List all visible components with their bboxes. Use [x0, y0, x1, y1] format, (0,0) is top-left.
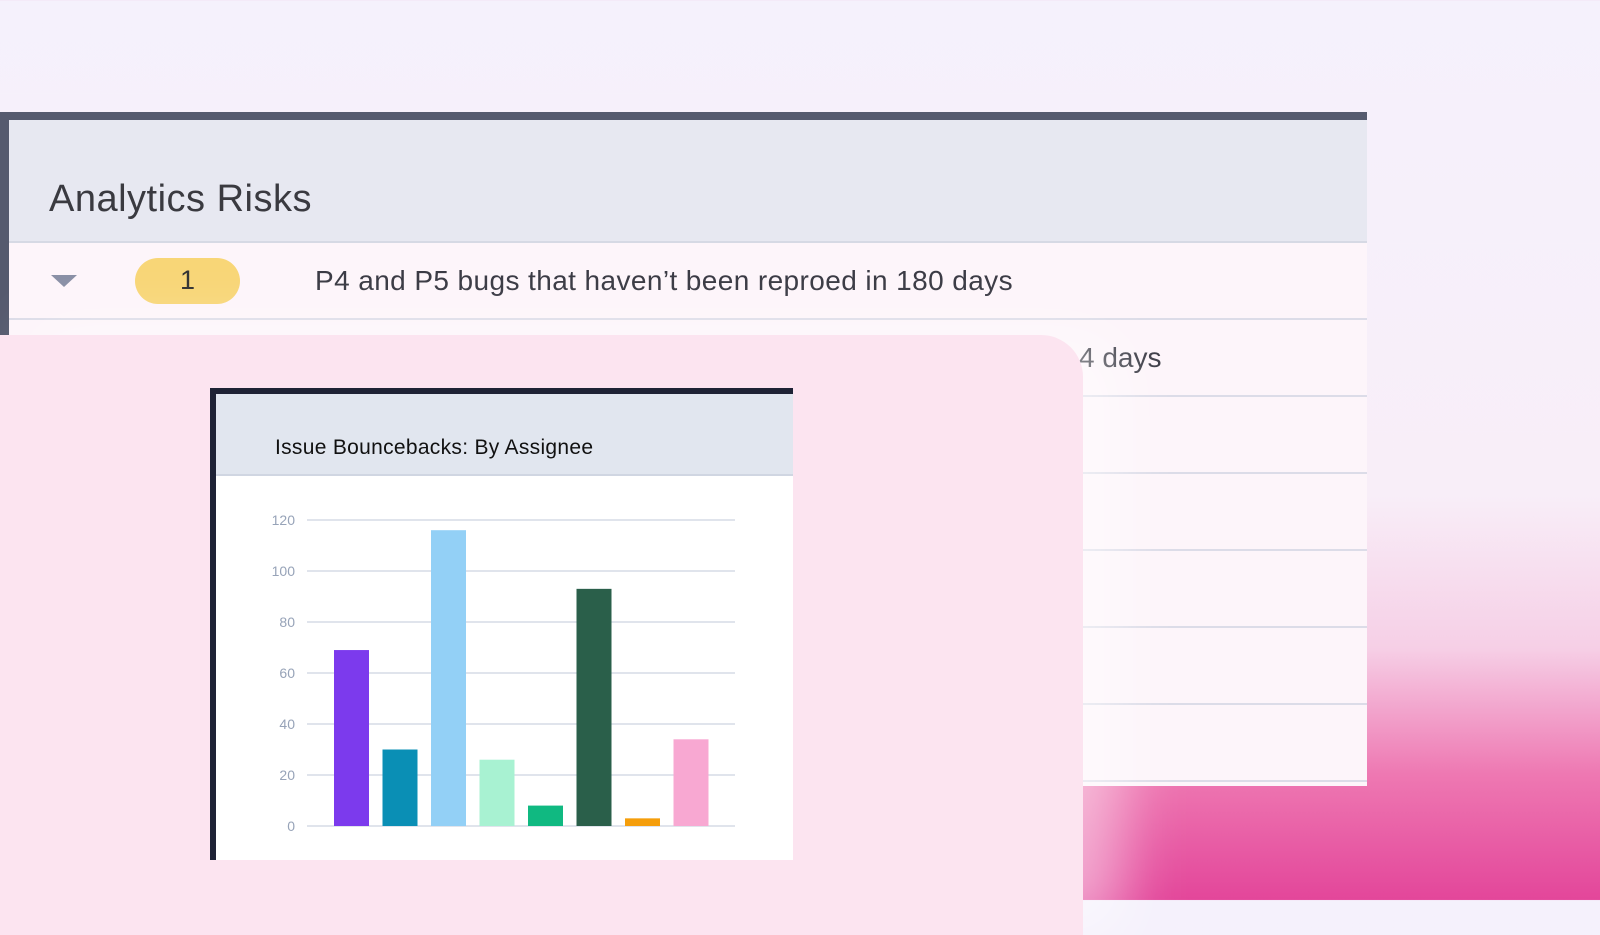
bar[interactable]	[528, 805, 563, 826]
chart-card: Issue Bouncebacks: By Assignee 0 20 40 60 80…	[210, 388, 793, 860]
bar[interactable]	[479, 759, 515, 826]
chart-title: Issue Bouncebacks: By Assignee	[275, 436, 594, 459]
panel-title: Analytics Risks	[49, 178, 312, 220]
bar[interactable]	[334, 650, 369, 826]
count-badge: 1	[135, 257, 240, 304]
bar[interactable]	[576, 588, 612, 826]
risk-row[interactable]: 1 P4 and P5 bugs that haven’t been repro…	[9, 243, 1367, 320]
bar-chart: 0 20 40 60 80 100 120	[272, 512, 735, 834]
chart-header: Issue Bouncebacks: By Assignee	[216, 394, 793, 476]
caret-down-icon[interactable]	[51, 274, 77, 287]
bar[interactable]	[382, 749, 418, 827]
risk-text: 4 days	[1079, 341, 1162, 373]
y-tick-label: 20	[279, 767, 295, 783]
bar[interactable]	[625, 818, 660, 826]
bar[interactable]	[673, 739, 709, 826]
y-tick-label: 0	[287, 818, 295, 834]
y-tick-label: 40	[279, 716, 295, 732]
panel-header: Analytics Risks	[9, 120, 1367, 243]
y-tick-label: 80	[279, 614, 295, 630]
y-tick-label: 120	[272, 512, 296, 528]
risk-text: P4 and P5 bugs that haven’t been reproed…	[315, 264, 1013, 296]
y-tick-label: 100	[272, 563, 296, 579]
y-tick-label: 60	[279, 665, 295, 681]
bar[interactable]	[431, 530, 466, 826]
